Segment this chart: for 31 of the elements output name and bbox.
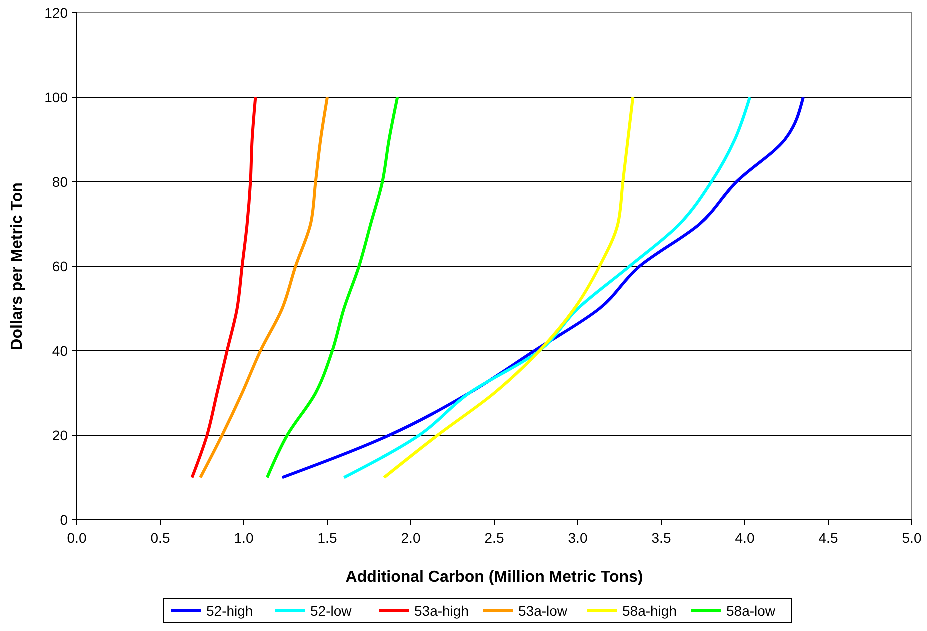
y-tick-label: 120	[44, 4, 68, 21]
legend-label: 52-low	[310, 602, 353, 619]
legend-label: 52-high	[206, 602, 254, 619]
x-tick-label: 0.0	[67, 530, 87, 546]
y-tick-label: 20	[52, 427, 68, 444]
x-tick-label: 1.0	[234, 530, 254, 546]
x-tick-label: 3.0	[568, 530, 588, 546]
x-tick-label: 4.5	[818, 530, 838, 546]
line-series	[382, 96, 635, 480]
line-series	[190, 96, 258, 480]
x-tick-label: 3.5	[652, 530, 672, 546]
y-axis-title: Dollars per Metric Ton	[9, 182, 26, 350]
legend-label: 53a-low	[518, 602, 568, 619]
x-axis-title: Additional Carbon (Million Metric Tons)	[346, 569, 644, 586]
x-tick-label: 5.0	[902, 530, 922, 546]
y-tick-label: 80	[52, 174, 68, 190]
x-tick-label: 0.5	[150, 530, 170, 546]
legend-label: 58a-low	[726, 602, 776, 619]
y-tick-label: 100	[44, 89, 68, 106]
line-series	[266, 96, 400, 480]
legend-label: 58a-high	[622, 602, 677, 619]
line-series	[342, 96, 752, 480]
y-tick-label: 60	[52, 258, 68, 274]
y-tick-label: 40	[52, 342, 68, 359]
y-tick-label: 0	[60, 512, 68, 528]
legend-label: 53a-high	[414, 602, 469, 619]
x-tick-label: 4.0	[735, 530, 755, 546]
x-tick-label: 1.5	[318, 530, 338, 546]
line-series	[199, 96, 329, 480]
x-tick-label: 2.0	[401, 530, 421, 546]
x-tick-label: 2.5	[484, 530, 504, 546]
